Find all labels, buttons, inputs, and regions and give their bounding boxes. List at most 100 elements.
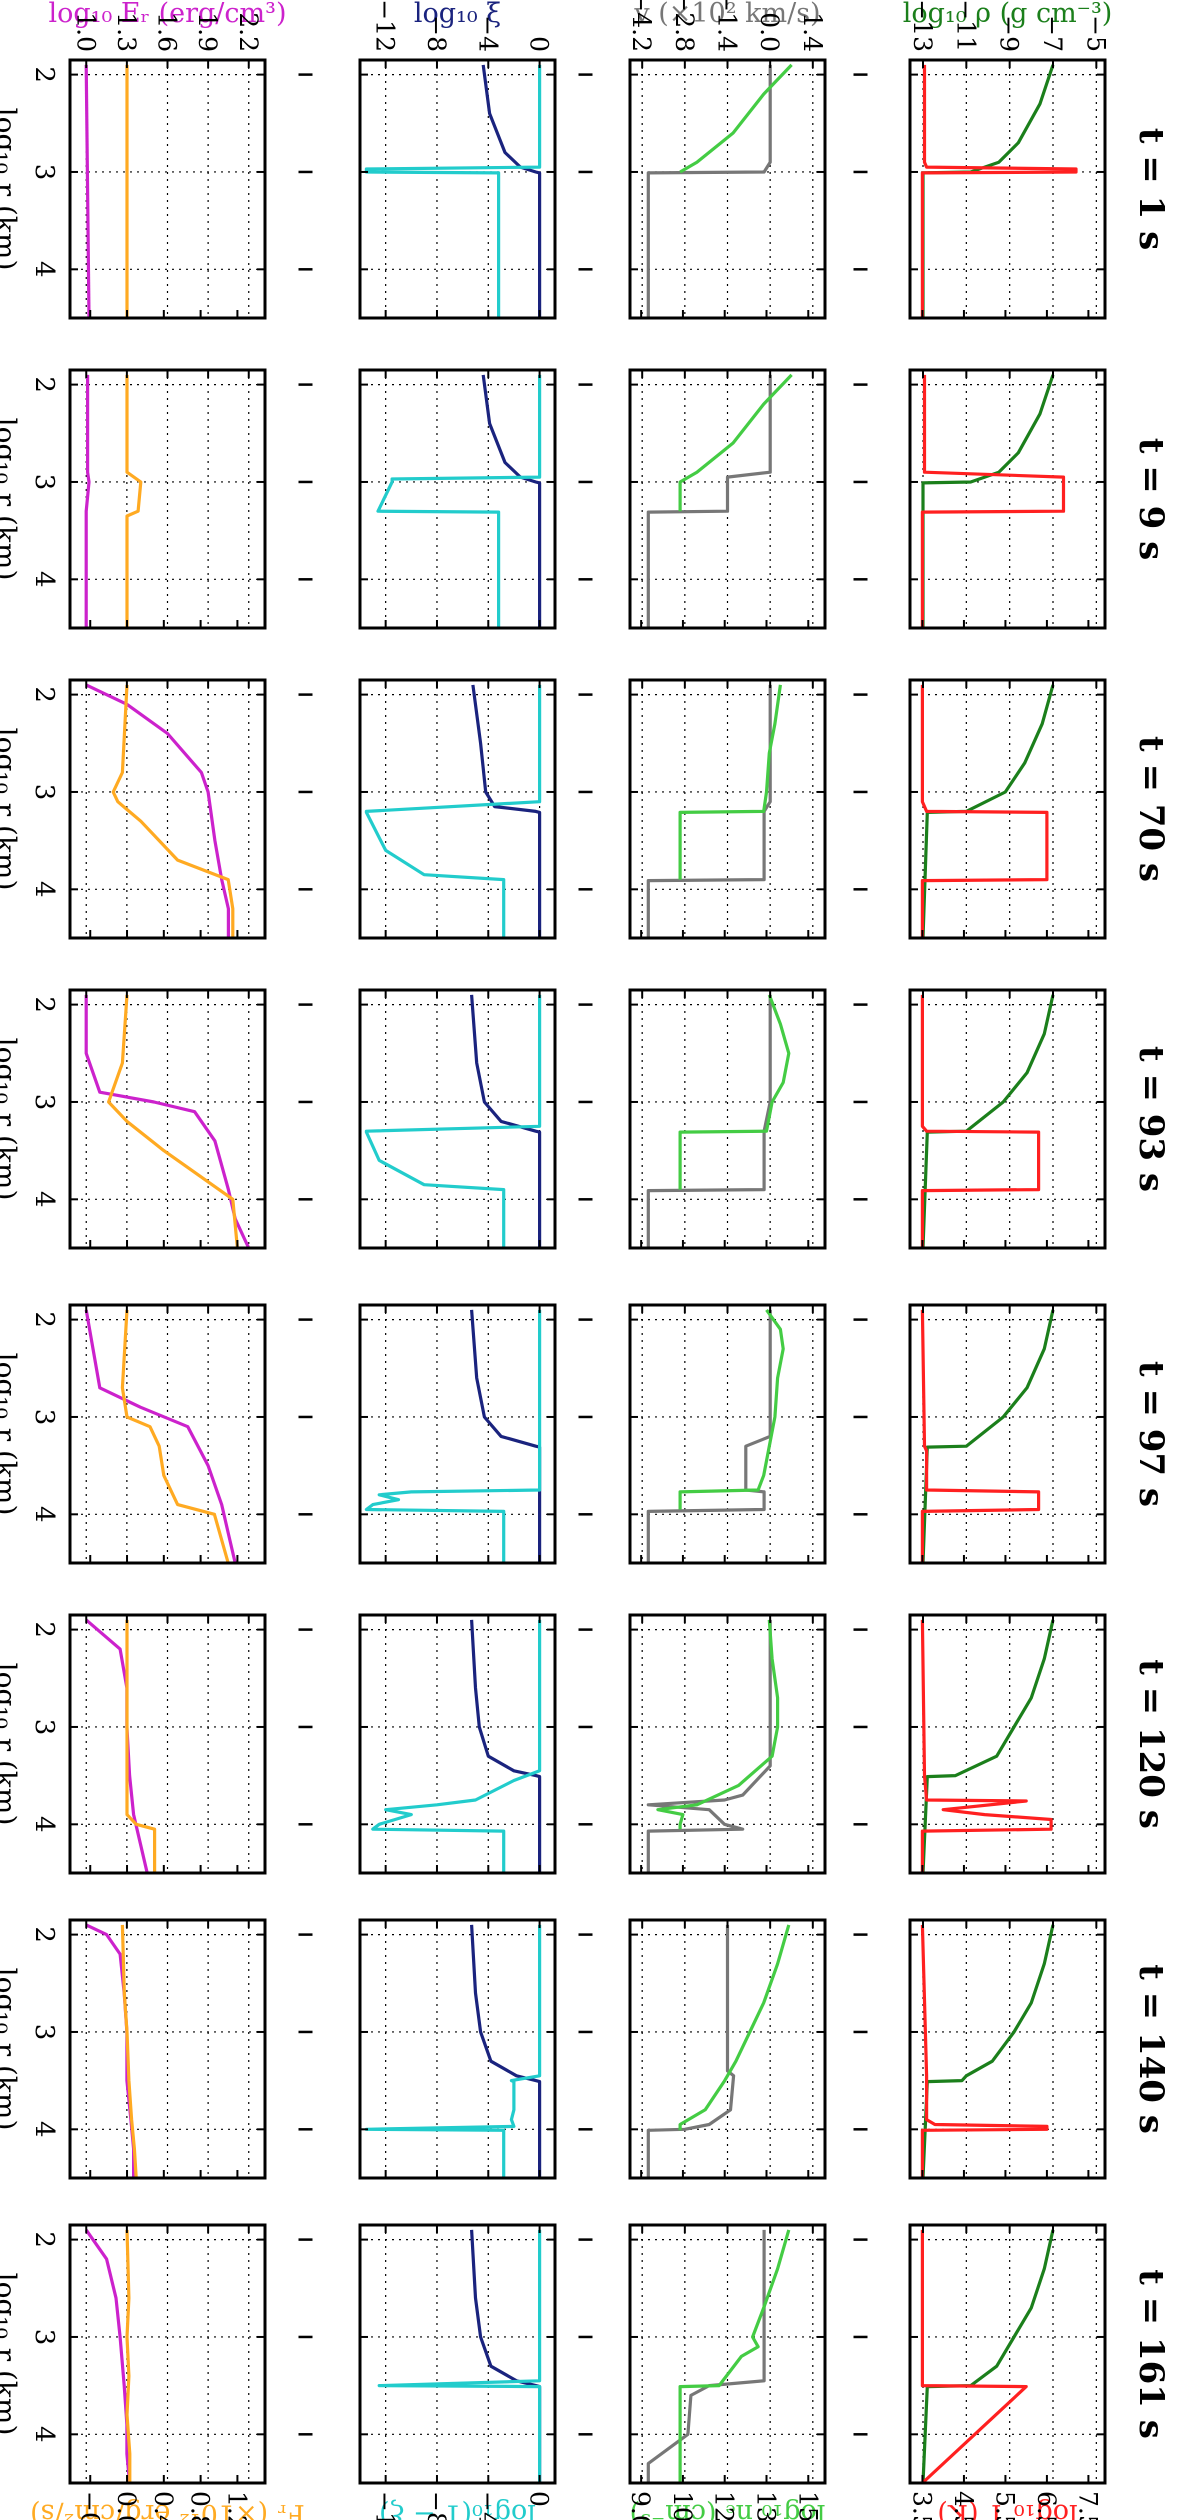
time-label-3: t = 70 s [1131, 736, 1171, 882]
panel-r1-c8 [908, 2223, 1107, 2485]
panel-frame [358, 678, 557, 940]
x-tick-label: 4 [29, 2426, 59, 2443]
panel-r3-c4 [358, 988, 557, 1250]
left-tick-label: −5 [1081, 15, 1110, 52]
left-tick-label: 1.3 [112, 12, 141, 52]
left-tick-label: −1.4 [713, 0, 742, 52]
panel-background [360, 60, 555, 318]
right-tick-label: −12 [371, 2491, 400, 2520]
panel-background [910, 680, 1105, 938]
left-tick-label: −8 [422, 15, 451, 52]
panel-frame [358, 1303, 557, 1565]
series-line-right [920, 1309, 1041, 1563]
x-tick-label: 2 [29, 996, 59, 1013]
x-tick-label: 2 [29, 686, 59, 703]
panel-background [630, 2225, 825, 2483]
panel-background [910, 1305, 1105, 1563]
right-tick-label: 15.0 [793, 2491, 822, 2520]
panel-r3-c3 [358, 678, 557, 940]
series-line-left [471, 684, 542, 938]
x-tick-label: 4 [29, 1816, 59, 1833]
series-line-right [111, 684, 235, 938]
time-label-7: t = 140 s [1131, 1964, 1171, 2134]
series-line-right [678, 684, 782, 880]
left-tick-label: 1.6 [153, 12, 182, 52]
series-line-right [120, 1309, 230, 1564]
panel-frame [358, 988, 557, 1250]
x-tick-label: 4 [29, 1506, 59, 1523]
panel-background [910, 370, 1105, 628]
panel-r1-c4 [908, 988, 1107, 1250]
x-tick-label: 2 [29, 2231, 59, 2248]
panel-r4-c7 [68, 1918, 267, 2180]
right-tick-label: 5.5 [990, 2491, 1019, 2520]
left-tick-label: −12 [371, 0, 400, 52]
series-line-right [920, 684, 1049, 938]
rotated-figure: t = 1 s t = 9 s t = 70 s t = 93 s t = 97 s t … [0, 0, 1171, 2520]
series-line-left [921, 1619, 1055, 1874]
panel-r4-c8 [68, 2223, 267, 2485]
series-line-right [920, 374, 1066, 628]
series-line-left [646, 64, 772, 318]
panel-background [910, 60, 1105, 318]
series-line-right [678, 1308, 785, 1510]
right-tick-label: 3.5 [907, 2491, 936, 2520]
x-tick-label: 2 [29, 66, 59, 83]
panel-r2-c3 [628, 678, 827, 940]
panel-background [70, 60, 265, 318]
series-line-left [921, 374, 1055, 628]
panel-r4-c6 [68, 1613, 267, 1875]
right-tick-label: 12.0 [710, 2491, 739, 2520]
x-tick-label: 3 [29, 164, 59, 181]
panel-background [70, 1305, 265, 1563]
series-line-right [364, 64, 542, 318]
series-line-left [470, 994, 542, 1248]
x-axis-label-c4: log₁₀ r (km) [0, 1038, 22, 1201]
x-tick-label: 3 [29, 1719, 59, 1736]
row-4-right-axis-label: Fᵣ (×10¹² erg/cm²/s) [30, 2498, 305, 2520]
panel-background [630, 1305, 825, 1563]
row-1-left-axis-label: log₁₀ ρ (g cm⁻³) [903, 0, 1113, 29]
left-tick-label: −2.8 [670, 0, 699, 52]
panel-r3-c8 [358, 2223, 557, 2485]
x-axis-label-c5: log₁₀ r (km) [0, 1353, 22, 1516]
series-line-left [921, 1924, 1055, 2179]
x-axis-label-c7: log₁₀ r (km) [0, 1968, 22, 2131]
right-tick-label: 10.5 [668, 2491, 697, 2520]
left-tick-label: 1.9 [193, 12, 222, 52]
panel-frame [908, 988, 1107, 1250]
panel-r4-c1 [68, 58, 267, 320]
series-line-right [125, 1619, 157, 1873]
series-line-right [920, 1924, 1049, 2178]
panel-frame [908, 1613, 1107, 1875]
series-line-right [377, 2229, 542, 2483]
series-line-right [125, 2229, 132, 2483]
series-line-left [470, 1924, 542, 2178]
left-tick-label: −4.2 [627, 0, 656, 52]
time-label-1: t = 1 s [1131, 128, 1171, 251]
panel-r4-c4 [68, 988, 267, 1250]
right-tick-label: 7.5 [1073, 2491, 1102, 2520]
panel-background [910, 2225, 1105, 2483]
x-tick-label: 4 [29, 2121, 59, 2138]
panel-r3-c7 [358, 1918, 557, 2180]
row-3-left-axis-label: log₁₀ ξ [414, 0, 501, 29]
panel-frame [358, 368, 557, 630]
x-tick-label: 4 [29, 1191, 59, 1208]
panel-frame [908, 368, 1107, 630]
series-line-left [84, 1309, 237, 1564]
panel-r2-c1 [628, 58, 827, 320]
panel-r3-c5 [358, 1303, 557, 1565]
row-1-right-axis-label: log₁₀ T (K) [937, 2498, 1077, 2520]
left-tick-label: −4 [473, 15, 502, 52]
panel-r4-c5 [68, 1303, 267, 1565]
right-tick-label: 4.5 [949, 2491, 978, 2520]
row-2-right-axis-label: log₁₀ nₑ (cm⁻³) [630, 2498, 826, 2520]
left-tick-label: 2.2 [234, 12, 263, 52]
x-axis-label-c2: log₁₀ r (km) [0, 418, 22, 581]
x-axis-label-c1: log₁₀ r (km) [0, 108, 22, 271]
x-tick-label: 4 [29, 571, 59, 588]
series-line-right [678, 1924, 791, 2131]
right-tick-label: 0.4 [149, 2491, 178, 2520]
